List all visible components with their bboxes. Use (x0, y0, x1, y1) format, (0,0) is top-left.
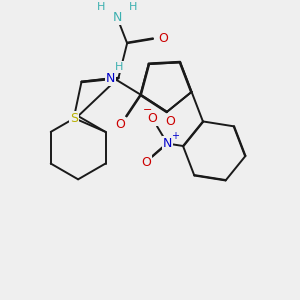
Text: O: O (158, 32, 168, 45)
Text: H: H (97, 2, 105, 12)
Text: O: O (165, 116, 175, 128)
Text: −: − (143, 105, 152, 115)
Text: N: N (106, 72, 115, 85)
Text: S: S (70, 112, 78, 124)
Text: O: O (148, 112, 158, 125)
Text: H: H (115, 62, 123, 72)
Text: N: N (112, 11, 122, 24)
Text: O: O (116, 118, 125, 131)
Text: O: O (141, 156, 151, 169)
Text: +: + (171, 131, 178, 141)
Text: N: N (163, 137, 172, 150)
Text: H: H (129, 2, 137, 12)
